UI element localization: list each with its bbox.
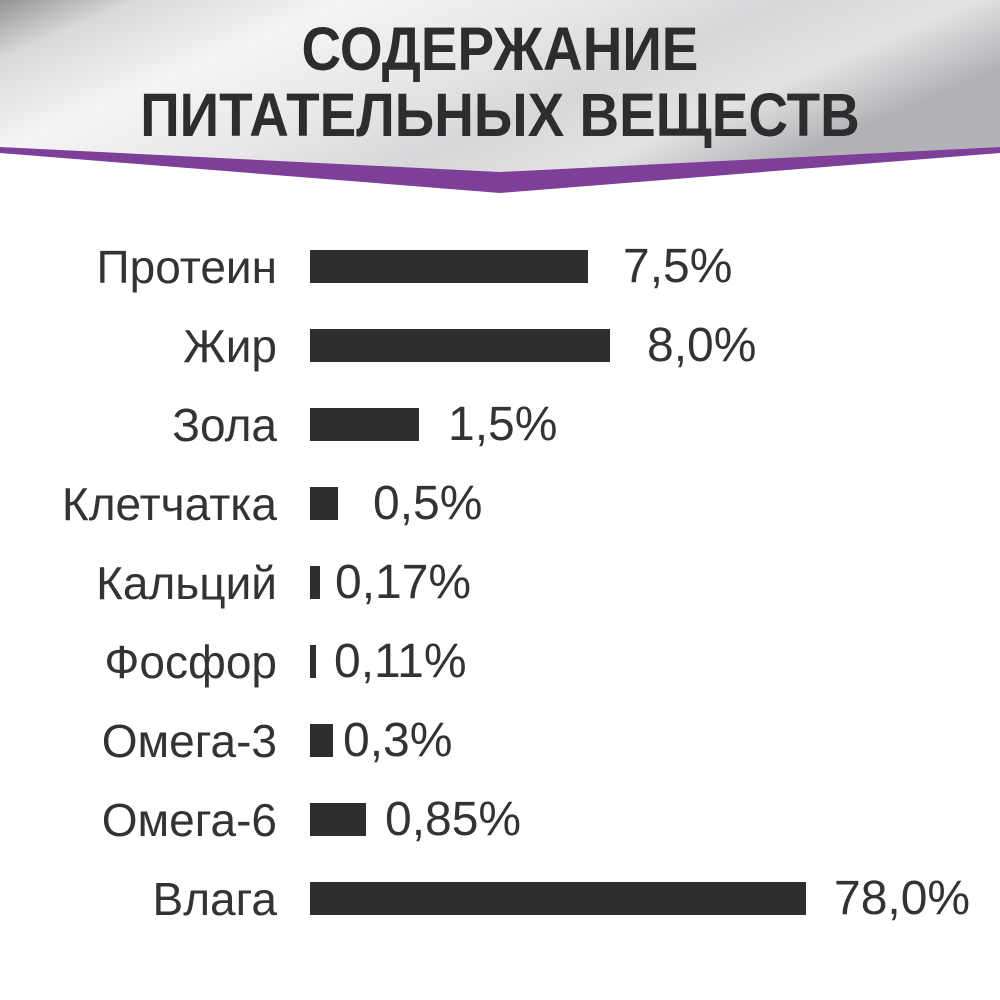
chart-row: Фосфор 0,11% bbox=[0, 622, 1000, 701]
bar-area: 0,17% bbox=[310, 555, 471, 610]
chart-row: Омега-6 0,85% bbox=[0, 780, 1000, 859]
row-label: Протеин bbox=[96, 240, 277, 293]
chart-row: Влага 78,0% bbox=[0, 859, 1000, 938]
value-label: 0,5% bbox=[373, 477, 483, 530]
chart-row: Зола 1,5% bbox=[0, 385, 1000, 464]
header-banner: СОДЕРЖАНИЕ ПИТАТЕЛЬНЫХ ВЕЩЕСТВ bbox=[0, 0, 1000, 200]
bar-area: 0,5% bbox=[310, 476, 482, 531]
value-label: 78,0% bbox=[834, 872, 971, 925]
nutrition-bar-chart: Протеин 7,5% Жир 8,0% Зола 1,5% Клетчатка 0,5% К… bbox=[0, 227, 1000, 938]
row-label: Жир bbox=[183, 319, 277, 372]
page-title: СОДЕРЖАНИЕ ПИТАТЕЛЬНЫХ ВЕЩЕСТВ bbox=[50, 16, 950, 148]
chart-row: Протеин 7,5% bbox=[0, 227, 1000, 306]
value-label: 0,85% bbox=[385, 793, 522, 846]
bar-area: 0,11% bbox=[310, 634, 467, 689]
header-ribbon-graphic bbox=[0, 0, 1000, 193]
bar bbox=[310, 803, 366, 836]
silver-plate bbox=[0, 0, 1000, 172]
bar bbox=[310, 724, 333, 757]
bar-area: 8,0% bbox=[310, 318, 756, 373]
bar-area: 0,85% bbox=[310, 792, 521, 847]
row-label: Омега-6 bbox=[101, 793, 277, 846]
value-label: 7,5% bbox=[623, 240, 733, 293]
value-label: 0,17% bbox=[335, 556, 472, 609]
value-label: 0,11% bbox=[334, 635, 467, 688]
bar bbox=[310, 329, 610, 362]
row-label: Зола bbox=[172, 398, 277, 451]
value-label: 8,0% bbox=[647, 319, 757, 372]
row-label: Влага bbox=[152, 872, 277, 925]
bar bbox=[310, 645, 316, 678]
page-title-line2: ПИТАТЕЛЬНЫХ ВЕЩЕСТВ bbox=[140, 81, 860, 149]
chart-row: Кальций 0,17% bbox=[0, 543, 1000, 622]
row-label: Кальций bbox=[96, 556, 277, 609]
bar bbox=[310, 487, 338, 520]
value-label: 0,3% bbox=[343, 714, 453, 767]
bar-area: 78,0% bbox=[310, 871, 970, 926]
bar bbox=[310, 250, 588, 283]
bar-area: 1,5% bbox=[310, 397, 557, 452]
bar bbox=[310, 566, 320, 599]
bar-area: 7,5% bbox=[310, 239, 732, 294]
bar bbox=[310, 408, 419, 441]
row-label: Фосфор bbox=[104, 635, 277, 688]
bar bbox=[310, 882, 806, 915]
chart-row: Клетчатка 0,5% bbox=[0, 464, 1000, 543]
bar-area: 0,3% bbox=[310, 713, 452, 768]
chart-row: Жир 8,0% bbox=[0, 306, 1000, 385]
row-label: Омега-3 bbox=[101, 714, 277, 767]
page-title-line1: СОДЕРЖАНИЕ bbox=[301, 15, 699, 83]
row-label: Клетчатка bbox=[61, 477, 277, 530]
value-label: 1,5% bbox=[448, 398, 558, 451]
purple-chevron bbox=[0, 147, 1000, 193]
chart-row: Омега-3 0,3% bbox=[0, 701, 1000, 780]
